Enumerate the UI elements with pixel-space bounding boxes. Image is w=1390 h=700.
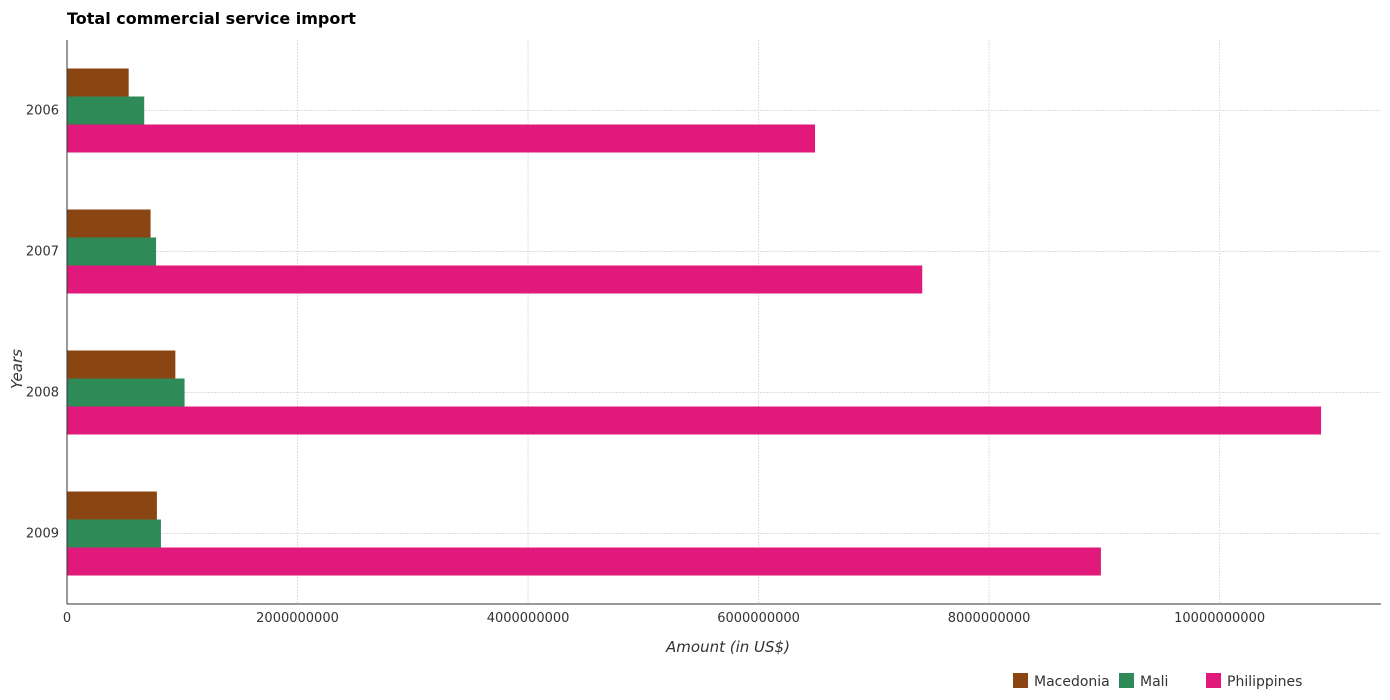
x-tick-label: 4000000000: [487, 611, 570, 626]
legend-label-macedonia: Macedonia: [1034, 674, 1110, 690]
legend-swatch-macedonia: [1013, 673, 1028, 688]
bar-mali-2009: [67, 519, 161, 548]
bar-philippines-2006: [67, 124, 816, 153]
y-tick-label: 2007: [26, 245, 59, 260]
x-tick-label: 0: [63, 611, 71, 626]
legend-label-mali: Mali: [1140, 674, 1168, 690]
y-axis-label: Years: [8, 349, 26, 389]
y-tick-label: 2009: [26, 527, 59, 542]
axes: 0 2000000000 4000000000 6000000000 800000000…: [26, 40, 1381, 626]
x-tick-label: 2000000000: [256, 611, 339, 626]
legend: Macedonia Mali Philippines: [1013, 673, 1302, 690]
bar-macedonia-2007: [67, 209, 151, 238]
bars: [67, 68, 1322, 576]
bar-mali-2007: [67, 237, 157, 266]
y-tick-label: 2008: [26, 386, 59, 401]
legend-swatch-mali: [1119, 673, 1134, 688]
y-tick-label: 2006: [26, 104, 59, 119]
bar-philippines-2009: [67, 547, 1101, 576]
legend-swatch-philippines: [1206, 673, 1221, 688]
bar-mali-2006: [67, 96, 145, 125]
x-tick-label: 10000000000: [1174, 611, 1265, 626]
legend-label-philippines: Philippines: [1227, 674, 1302, 690]
bar-macedonia-2008: [67, 350, 176, 379]
bar-mali-2008: [67, 378, 185, 407]
bar-macedonia-2006: [67, 68, 129, 97]
chart-title: Total commercial service import: [67, 9, 356, 28]
x-tick-label: 8000000000: [948, 611, 1031, 626]
x-tick-label: 6000000000: [717, 611, 800, 626]
x-axis-label: Amount (in US$): [665, 638, 790, 656]
bar-philippines-2008: [67, 406, 1322, 435]
bar-macedonia-2009: [67, 491, 157, 520]
bar-philippines-2007: [67, 265, 923, 294]
